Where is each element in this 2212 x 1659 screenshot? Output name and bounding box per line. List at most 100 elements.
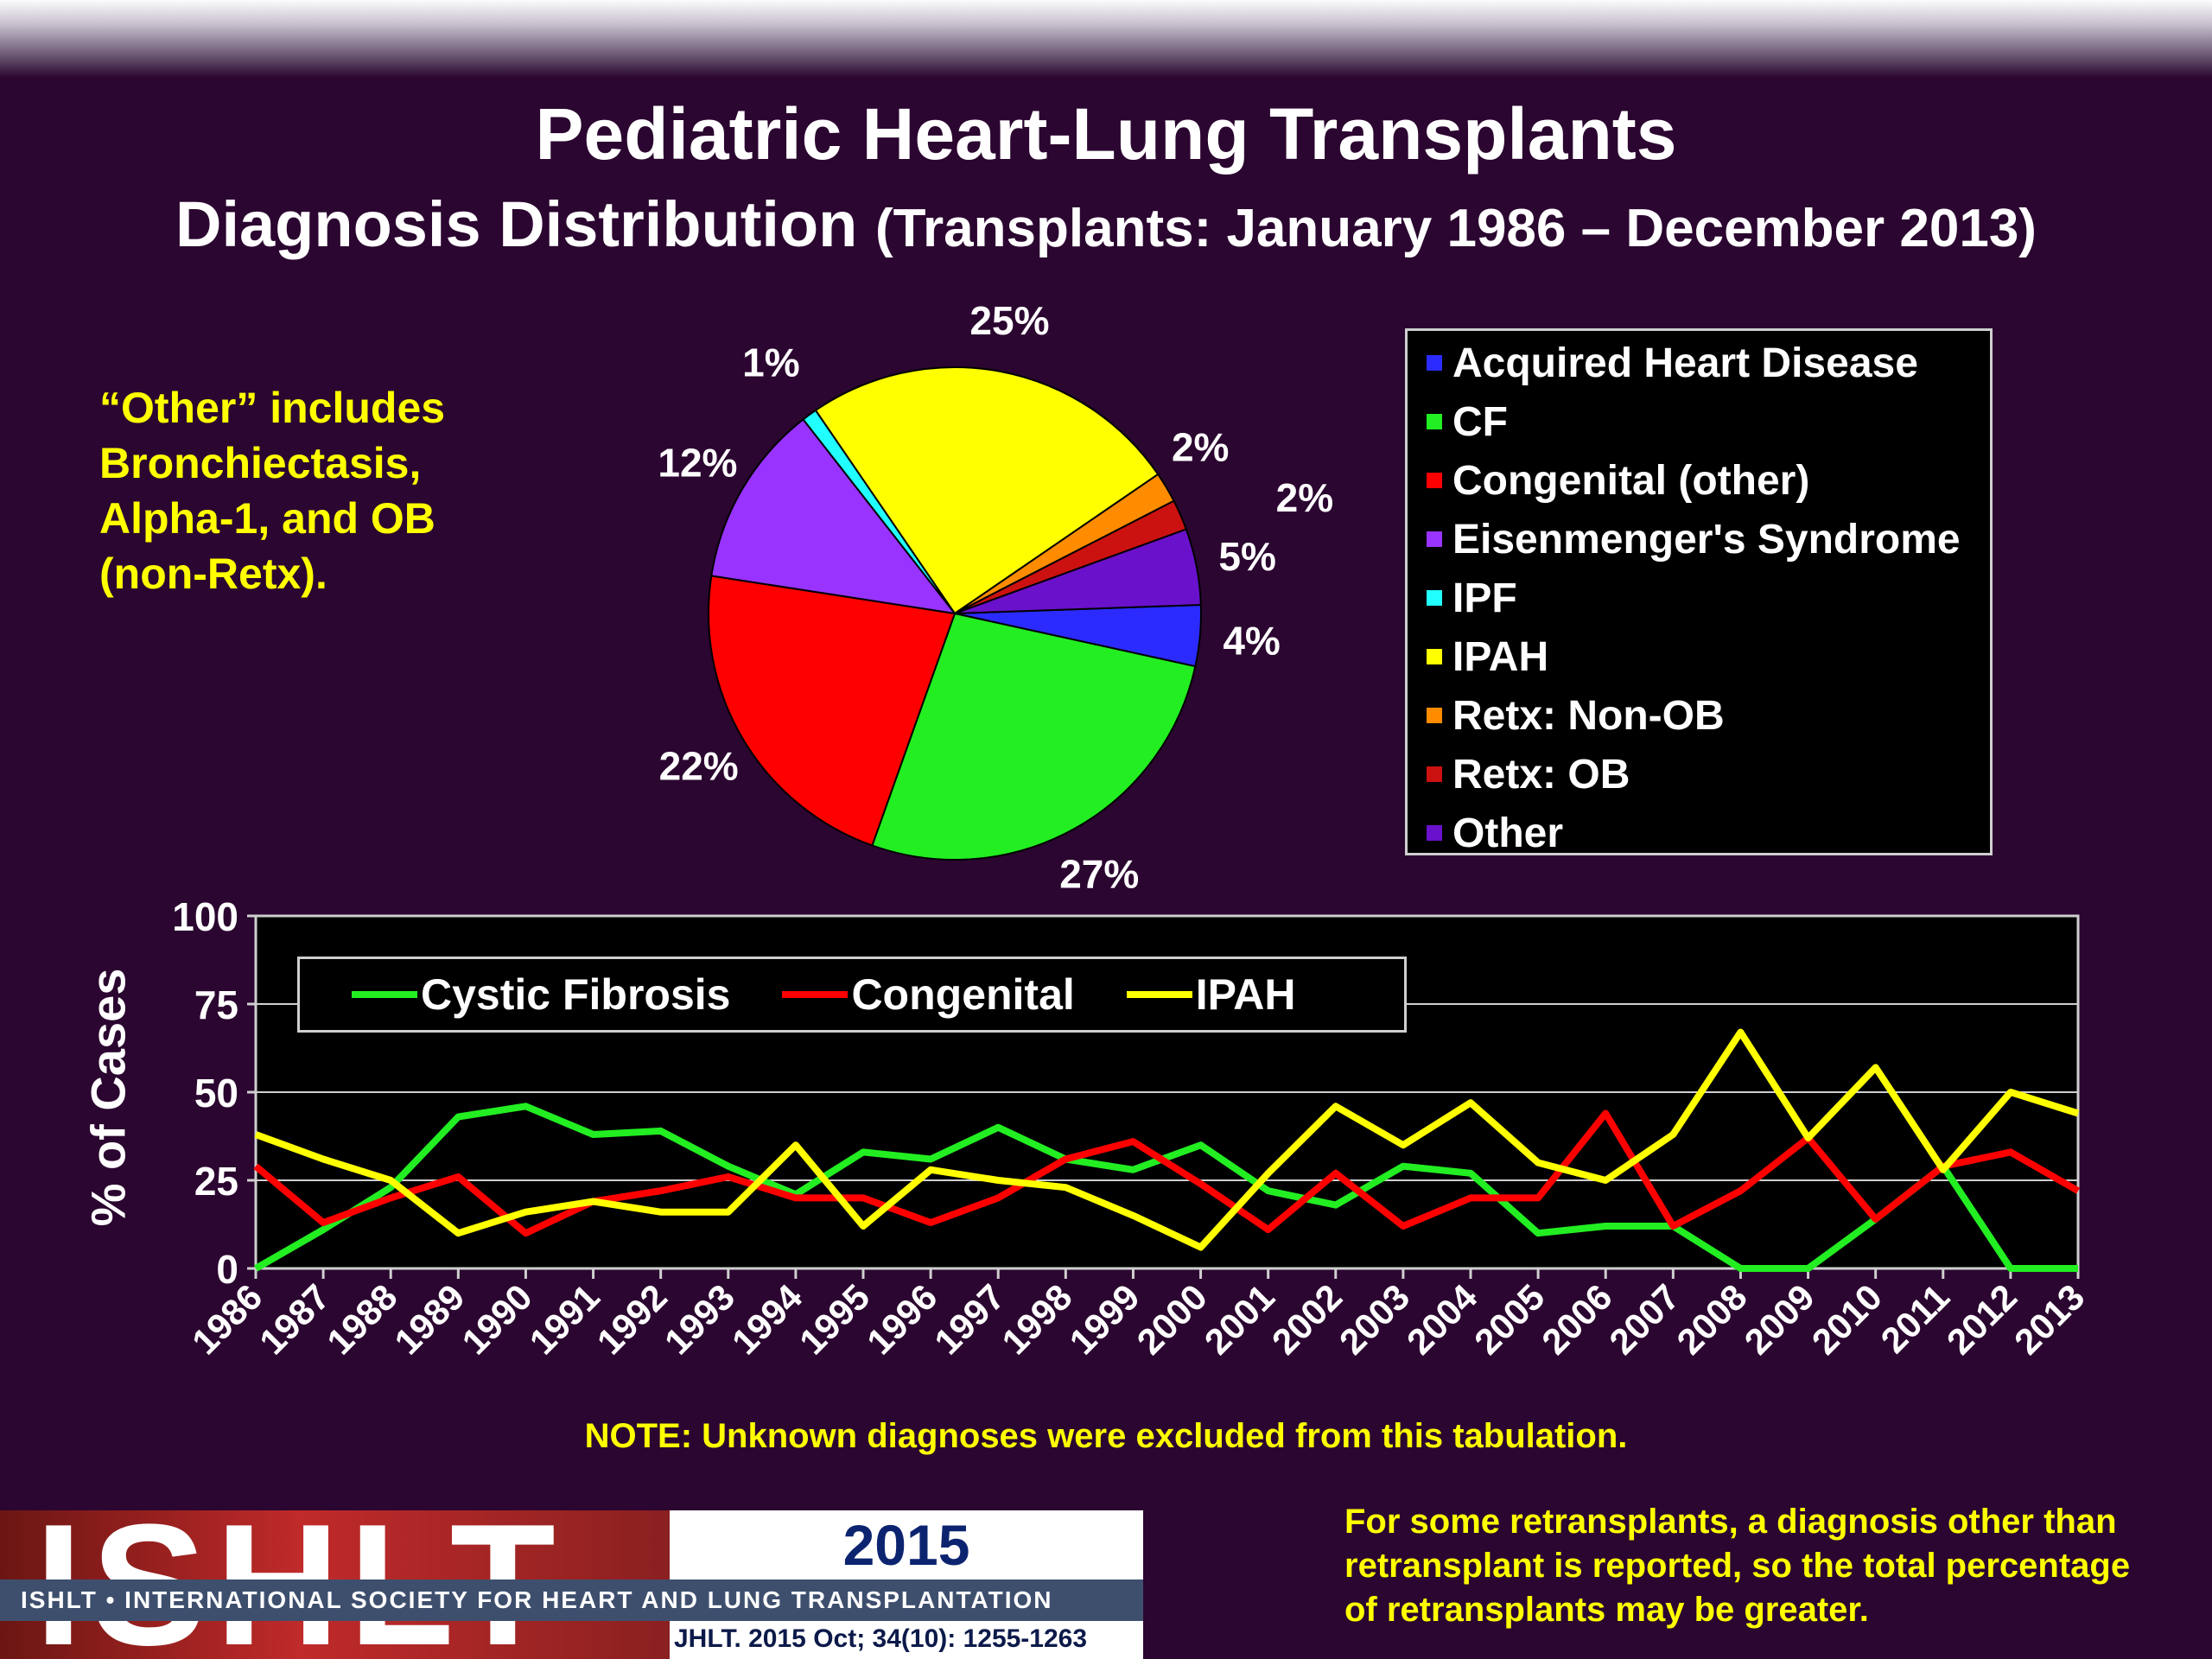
pie-label-cf: 27%: [1059, 852, 1139, 897]
x-tick-label: 1995: [791, 1276, 877, 1362]
x-tick-label: 2013: [2006, 1276, 2092, 1362]
x-tick-label: 2007: [1601, 1276, 1687, 1362]
line-chart-legend: Cystic Fibrosis Congenital IPAH: [297, 957, 1407, 1033]
legend-swatch: [1427, 708, 1442, 723]
legend-label: Congenital (other): [1452, 457, 1810, 504]
legend-swatch: [1427, 825, 1442, 841]
line-legend-swatch: [782, 991, 849, 998]
retransplant-note: For some retransplants, a diagnosis othe…: [1344, 1503, 2131, 1629]
pie-slice-congenital-other-: [708, 575, 957, 847]
series-line-cystic-fibrosis: [254, 1103, 2078, 1272]
x-tick-label: 1991: [522, 1276, 607, 1362]
legend-item-ipf: IPF: [1408, 569, 1990, 627]
x-tick-label: 2006: [1534, 1276, 1619, 1362]
legend-label: Retx: OB: [1452, 751, 1630, 798]
series-line-ipah: [254, 1028, 2080, 1251]
legend-swatch: [1427, 531, 1442, 547]
legend-swatch: [1427, 355, 1442, 371]
pie-label-other: 5%: [1218, 534, 1275, 579]
x-tick-label: 1990: [454, 1276, 540, 1362]
pie-percent-labels: 4%27%22%12%1%25%2%2%5%: [658, 298, 1333, 897]
series-line-congenital: [253, 1109, 2080, 1237]
pie-slice-cf: [871, 612, 1197, 861]
legend-item-other: Other: [1408, 804, 1990, 862]
logo-society-band: ISHLT • INTERNATIONAL SOCIETY FOR HEART …: [0, 1580, 1143, 1621]
pie-legend: Acquired Heart Disease CF Congenital (othe…: [1405, 328, 1993, 856]
x-tick-label: 1996: [859, 1276, 944, 1362]
legend-label: Other: [1452, 810, 1564, 856]
x-tick-label: 2002: [1264, 1276, 1350, 1362]
legend-item-acquired-heart-disease: Acquired Heart Disease: [1408, 334, 1990, 392]
legend-label: Retx: Non-OB: [1452, 692, 1725, 739]
y-tick-label: 100: [172, 894, 238, 939]
x-tick-label: 1997: [926, 1276, 1012, 1362]
x-tick-label: 1999: [1062, 1276, 1147, 1362]
y-tick-label: 0: [216, 1247, 238, 1292]
legend-label: IPAH: [1452, 633, 1549, 680]
pie-label-eisenmenger-s-syndrome: 12%: [658, 440, 737, 485]
x-tick-label: 2008: [1669, 1276, 1755, 1362]
line-legend-label: IPAH: [1195, 970, 1296, 1019]
legend-label: IPF: [1452, 575, 1517, 621]
pie-label-acquired-heart-disease: 4%: [1223, 618, 1280, 663]
x-axis-ticks: 1986198719881989199019911992199319941995…: [184, 1268, 2092, 1362]
legend-swatch: [1427, 766, 1442, 782]
legend-item-eisenmenger-s-syndrome: Eisenmenger's Syndrome: [1408, 510, 1990, 569]
x-tick-label: 1987: [251, 1276, 337, 1362]
y-axis-label: % of Cases: [80, 968, 136, 1227]
x-tick-label: 2009: [1737, 1276, 1822, 1362]
x-tick-label: 1993: [657, 1276, 742, 1362]
pie-label-retx-non-ob: 2%: [1172, 425, 1229, 470]
line-legend-label: Congenital: [851, 970, 1075, 1019]
y-tick-label: 25: [194, 1159, 238, 1204]
unknown-diagnoses-note: NOTE: Unknown diagnoses were excluded fr…: [584, 1417, 1628, 1455]
legend-item-cf: CF: [1408, 392, 1990, 451]
x-tick-label: 2004: [1399, 1276, 1485, 1363]
legend-item-retx-non-ob: Retx: Non-OB: [1408, 686, 1990, 745]
x-tick-label: 2012: [1939, 1276, 2024, 1362]
x-tick-label: 2005: [1466, 1276, 1552, 1362]
line-legend-item-cystic-fibrosis: Cystic Fibrosis: [352, 969, 730, 1020]
logo-year: 2015: [842, 1513, 970, 1577]
pie-label-ipf: 1%: [742, 340, 799, 385]
page-title: Pediatric Heart-Lung Transplants: [535, 93, 1677, 175]
legend-swatch: [1427, 649, 1442, 664]
line-legend-item-ipah: IPAH: [1126, 969, 1296, 1020]
page-subtitle: Diagnosis Distribution (Transplants: Jan…: [0, 186, 2212, 268]
legend-swatch: [1427, 414, 1442, 429]
legend-label: Eisenmenger's Syndrome: [1452, 516, 1961, 563]
subtitle-date-range: (Transplants: January 1986 – December 20…: [874, 199, 2037, 258]
y-tick-label: 75: [194, 982, 238, 1027]
x-tick-label: 1992: [589, 1276, 675, 1362]
y-tick-label: 50: [194, 1071, 238, 1116]
legend-item-retx-ob: Retx: OB: [1408, 745, 1990, 804]
line-legend-swatch: [352, 991, 417, 998]
other-definition-note: “Other” includes Bronchiectasis, Alpha-1…: [99, 384, 446, 598]
legend-swatch: [1427, 590, 1442, 606]
pie-slice-ipah: [814, 366, 1160, 615]
ishlt-logo: ISHLT 2015 ISHLT • INTERNATIONAL SOCIETY…: [0, 1510, 1143, 1659]
x-tick-label: 2000: [1129, 1276, 1215, 1362]
pie-label-ipah: 25%: [969, 298, 1049, 343]
x-tick-label: 2010: [1804, 1276, 1890, 1362]
series-lines: [253, 1028, 2080, 1272]
legend-swatch: [1427, 473, 1442, 488]
pie-label-retx-ob: 2%: [1276, 475, 1333, 520]
journal-citation: JHLT. 2015 Oct; 34(10): 1255-1263: [674, 1624, 1088, 1653]
pie-label-congenital-other-: 22%: [659, 744, 739, 789]
x-tick-label: 2001: [1197, 1276, 1282, 1362]
legend-item-congenital-other-: Congenital (other): [1408, 451, 1990, 510]
diagnosis-pie-chart: [708, 366, 1202, 861]
line-legend-swatch: [1126, 991, 1192, 998]
x-tick-label: 2011: [1872, 1276, 1957, 1361]
pie-slice-eisenmenger-s-syndrome: [710, 418, 957, 615]
x-tick-label: 1994: [724, 1276, 810, 1363]
x-tick-label: 1989: [386, 1276, 472, 1362]
legend-label: CF: [1452, 398, 1508, 445]
subtitle-main: Diagnosis Distribution: [175, 188, 858, 260]
legend-label: Acquired Heart Disease: [1452, 340, 1918, 386]
x-tick-label: 2003: [1332, 1276, 1417, 1362]
x-tick-label: 1988: [319, 1276, 404, 1362]
pie-slice-other: [954, 528, 1202, 614]
